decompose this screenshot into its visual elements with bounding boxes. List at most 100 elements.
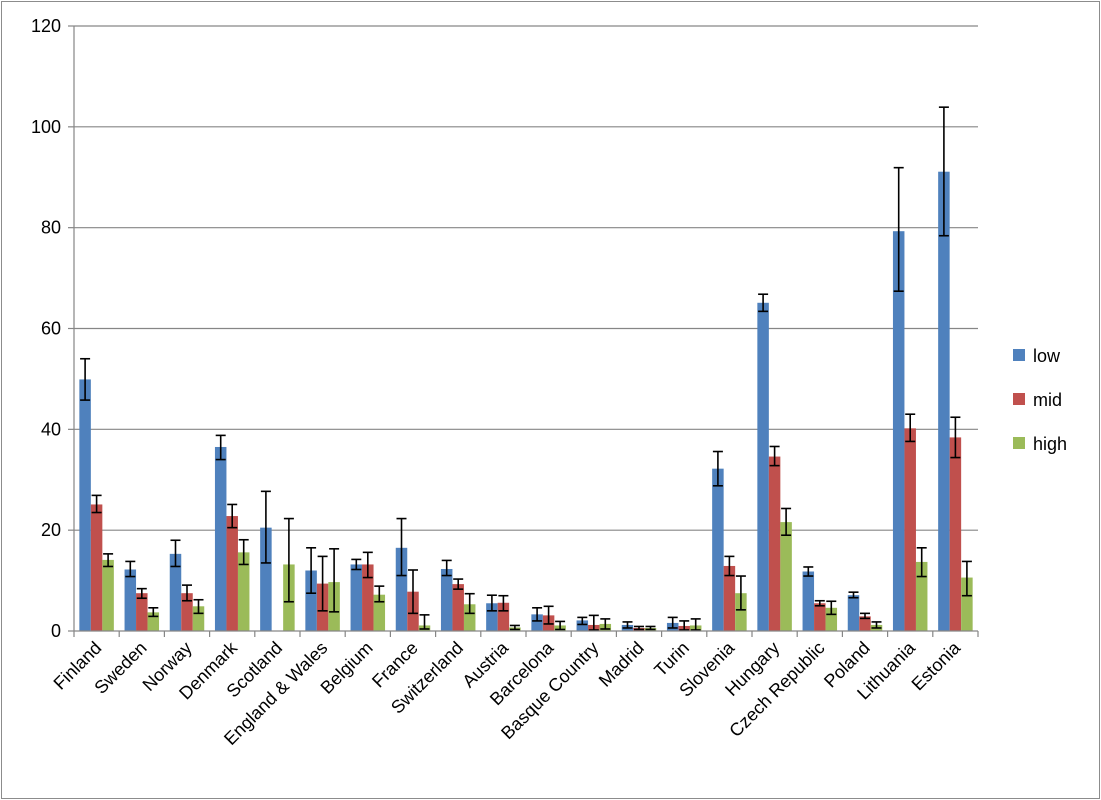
bar-low-15: [757, 302, 769, 631]
error-bar-low-3: [215, 434, 226, 461]
error-bar-mid-13: [679, 620, 690, 631]
error-bar-high-11: [600, 618, 611, 630]
bar-mid-19: [949, 437, 962, 631]
error-bar-mid-8: [453, 578, 464, 590]
bar-mid-3: [226, 516, 238, 631]
error-bar-low-2: [170, 539, 181, 568]
error-bar-low-17: [848, 591, 859, 599]
error-bar-mid-18: [905, 413, 916, 443]
error-bars: [80, 106, 972, 631]
error-bar-high-19: [961, 560, 972, 597]
error-bar-high-15: [781, 507, 792, 537]
y-tick-label: 80: [41, 218, 61, 238]
error-bar-mid-15: [769, 445, 780, 467]
bar-high-19: [961, 577, 973, 631]
error-bar-high-14: [735, 575, 746, 611]
error-bar-mid-6: [362, 551, 373, 579]
error-bar-mid-10: [543, 605, 554, 625]
legend-swatch-low: [1013, 349, 1025, 361]
bar-mid-15: [768, 456, 781, 631]
legend-label-low: low: [1033, 346, 1061, 366]
error-bar-low-5: [306, 547, 317, 594]
bar-low-8: [440, 568, 453, 631]
error-bar-mid-7: [408, 569, 418, 615]
error-bar-mid-0: [91, 494, 102, 514]
legend-swatch-high: [1013, 437, 1025, 449]
bar-high-1: [147, 612, 160, 631]
error-bar-high-5: [329, 548, 340, 613]
error-bar-low-19: [938, 106, 949, 237]
error-bar-low-11: [577, 616, 588, 626]
error-bar-mid-2: [182, 584, 192, 602]
error-bar-mid-9: [498, 594, 509, 612]
x-tick-label: Estonia: [908, 637, 965, 694]
bar-high-2: [192, 606, 205, 631]
bar-high-3: [237, 552, 250, 631]
error-bar-low-10: [532, 607, 543, 622]
error-bar-low-9: [486, 594, 497, 612]
bar-mid-8: [452, 584, 464, 631]
bar-mid-9: [497, 602, 510, 631]
error-bar-mid-12: [634, 625, 644, 631]
legend-label-mid: mid: [1033, 390, 1062, 410]
bar-mid-1: [136, 593, 148, 631]
bar-low-19: [938, 171, 950, 631]
bar-mid-16: [814, 603, 826, 631]
gridlines: [74, 25, 978, 531]
bar-low-5: [305, 570, 317, 631]
bar-low-16: [802, 571, 815, 631]
bar-low-11: [576, 620, 589, 631]
bar-high-14: [735, 593, 747, 631]
error-bar-mid-14: [724, 555, 735, 577]
error-bar-low-13: [667, 616, 678, 629]
error-bar-low-12: [622, 621, 633, 629]
error-bar-high-3: [238, 538, 249, 566]
bar-low-18: [892, 231, 905, 631]
bar-low-10: [531, 614, 543, 631]
y-tick-label: 40: [41, 419, 61, 439]
error-bar-low-4: [260, 490, 271, 564]
error-bar-mid-1: [136, 587, 147, 600]
bar-high-8: [463, 604, 476, 631]
error-bar-high-8: [464, 592, 475, 615]
bar-high-6: [373, 594, 386, 631]
bar-low-14: [712, 468, 724, 631]
bar-low-9: [486, 603, 498, 631]
y-tick-label: 0: [51, 621, 61, 641]
error-bar-mid-5: [317, 555, 328, 612]
y-tick-label: 120: [31, 16, 61, 36]
error-bar-low-7: [396, 517, 407, 577]
bar-high-0: [102, 559, 114, 631]
error-bar-high-9: [509, 624, 520, 631]
bar-high-16: [825, 607, 838, 631]
error-bar-high-2: [193, 598, 204, 615]
bar-mid-2: [181, 593, 193, 631]
error-bar-low-14: [712, 450, 723, 487]
bar-low-17: [847, 595, 860, 631]
error-bar-low-18: [893, 166, 904, 292]
bar-high-15: [780, 522, 792, 631]
error-bar-low-0: [80, 357, 91, 401]
error-bar-high-0: [103, 553, 114, 568]
legend-swatch-mid: [1013, 393, 1025, 405]
x-tick-label: Madrid: [595, 638, 648, 691]
bar-mid-14: [723, 565, 736, 631]
bar-low-2: [169, 553, 182, 631]
bar-low-1: [124, 569, 137, 631]
y-tick-labels: 0 20 40 60 80 100 120: [31, 16, 61, 641]
x-tick-labels: FinlandSwedenNorwayDenmarkScotlandEnglan…: [50, 637, 965, 749]
error-bar-high-18: [916, 547, 927, 578]
bar-mid-18: [904, 428, 916, 631]
error-bar-high-13: [690, 618, 701, 631]
error-bar-mid-3: [227, 503, 238, 529]
error-bar-low-16: [803, 566, 814, 577]
bar-low-7: [395, 547, 408, 631]
error-bar-high-16: [826, 600, 837, 616]
axes: [68, 25, 979, 637]
legend: low mid high: [1013, 346, 1067, 454]
error-bar-high-10: [555, 620, 566, 631]
error-bar-high-17: [871, 621, 882, 629]
error-bar-low-1: [125, 560, 136, 578]
